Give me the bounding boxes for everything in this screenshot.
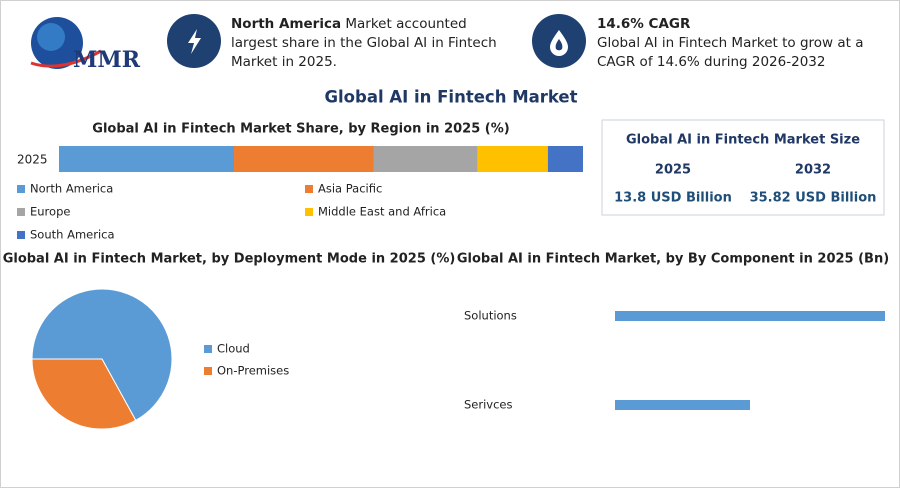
chart-title: Global AI in Fintech Market Share, by Re… [92,122,509,137]
legend-label: Asia Pacific [318,182,382,196]
bar-segment [373,146,478,172]
bar-segment [547,146,583,172]
legend-label: South America [30,228,115,242]
logo-globe-shine [37,23,65,51]
legend-label: On-Premises [217,364,289,378]
legend-swatch [204,345,212,353]
pie-slice [31,358,137,430]
legend-swatch [204,367,212,375]
icon-bolt [188,29,201,54]
chart-title: Global AI in Fintech Market, by Deployme… [3,252,456,267]
highlight: 14.6% CAGR Global AI in Fintech Market to… [597,15,887,72]
highlight-bold: North America [231,16,342,32]
bar-segment [234,146,374,172]
pie-slice [31,288,173,422]
highlight-text: Market accounted largest share in the Gl… [231,16,497,70]
legend-label: North America [30,182,113,196]
main-title: Global AI in Fintech Market [324,88,577,107]
highlight-text: Global AI in Fintech Market to grow at a… [597,35,864,70]
bar [615,311,885,321]
legend-swatch [305,185,313,193]
chart-title: Global AI in Fintech Market, by By Compo… [457,252,889,267]
bar-segment [477,146,548,172]
highlight-bold: 14.6% CAGR [597,16,691,32]
size-value: 13.8 USD Billion [614,191,732,206]
icon-drop [550,30,568,56]
category-label: 2025 [17,153,48,167]
size-year: 2025 [655,163,691,178]
logo-swoosh [30,49,102,68]
legend-swatch [17,231,25,239]
category-label: Solutions [464,309,517,323]
category-label: Serivces [464,398,513,412]
size-box [601,119,885,216]
bar-segment [59,146,235,172]
highlight: North America Market accounted largest s… [231,15,506,72]
size-year: 2032 [795,163,831,178]
legend-label: Europe [30,205,70,219]
logo-text: MMR [73,47,141,73]
legend-swatch [305,208,313,216]
size-value: 35.82 USD Billion [750,191,877,206]
legend-label: Cloud [217,342,250,356]
legend-swatch [17,185,25,193]
legend-label: Middle East and Africa [318,205,446,219]
size-title: Global AI in Fintech Market Size [626,133,860,148]
legend-swatch [17,208,25,216]
bar [615,400,750,410]
icon-circle [532,14,586,68]
